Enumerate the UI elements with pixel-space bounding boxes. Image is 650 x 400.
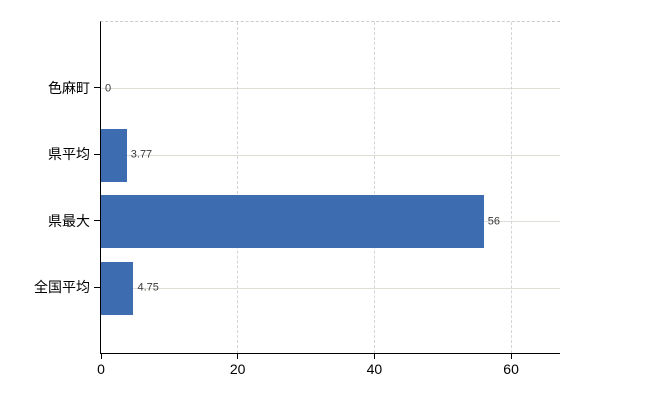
vertical-gridline	[373, 22, 375, 353]
x-tick-label: 20	[229, 361, 246, 377]
vertical-gridline	[510, 22, 512, 353]
bar-value-label: 0	[105, 82, 112, 95]
x-axis-tick	[373, 354, 375, 359]
x-tick-label: 40	[366, 361, 383, 377]
category-label: 県平均	[48, 146, 90, 163]
category-label: 全国平均	[34, 279, 90, 296]
category-label: 色麻町	[48, 79, 90, 96]
bar-value-label: 56	[487, 215, 500, 228]
x-axis-tick	[510, 354, 512, 359]
bar	[101, 128, 127, 182]
horizontal-gridline	[101, 154, 560, 156]
horizontal-gridline	[101, 88, 560, 90]
vertical-gridline	[237, 22, 239, 353]
horizontal-gridline	[101, 287, 560, 289]
category-label: 県最大	[48, 212, 90, 229]
x-axis-tick	[100, 354, 102, 359]
bar-value-label: 4.75	[137, 281, 159, 294]
x-axis-tick	[237, 354, 239, 359]
bar	[101, 261, 134, 315]
bar-value-label: 3.77	[130, 148, 153, 161]
x-tick-label: 0	[97, 361, 105, 377]
bar	[101, 195, 484, 249]
plot-area: 0 3.77 56 4.75	[100, 21, 560, 354]
x-tick-label: 60	[503, 361, 519, 377]
